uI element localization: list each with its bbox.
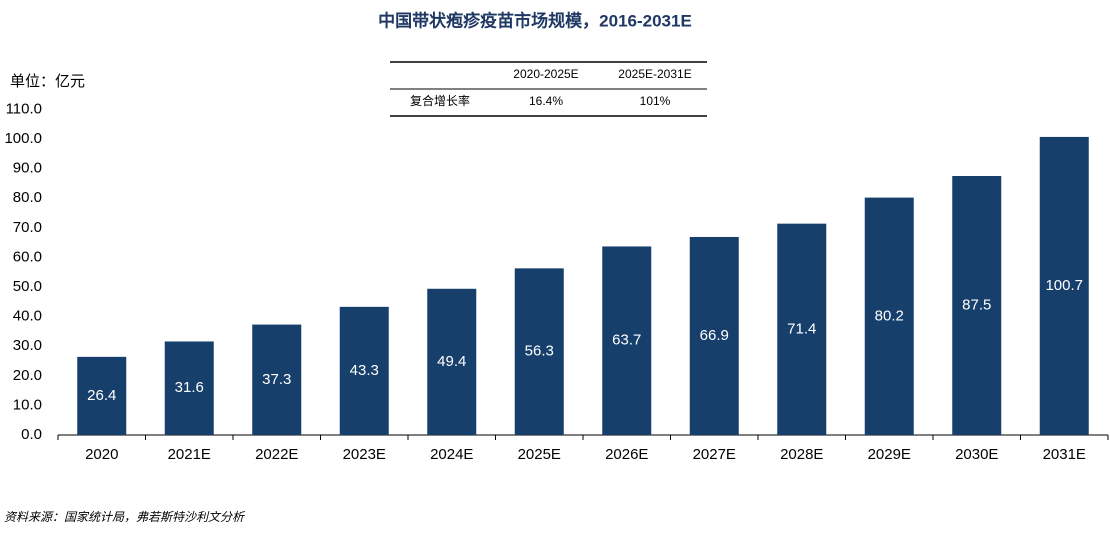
y-tick-label: 0.0 [21,426,42,443]
table-cell: 101% [640,94,671,108]
x-tick-label: 2021E [168,446,211,463]
y-tick-label: 30.0 [13,337,42,354]
y-tick-label: 20.0 [13,367,42,384]
y-tick-label: 100.0 [4,130,42,147]
x-tick-label: 2026E [605,446,648,463]
data-label: 100.7 [1045,277,1083,294]
bar [252,324,302,435]
x-tick-label: 2020 [85,446,118,463]
bar [777,223,827,435]
x-tick-label: 2028E [780,446,823,463]
x-tick-label: 2029E [868,446,911,463]
table-cell: 16.4% [529,94,563,108]
y-tick-label: 60.0 [13,248,42,265]
bar [77,356,127,435]
data-label: 80.2 [875,307,904,324]
data-label: 87.5 [962,296,991,313]
bar [427,288,477,435]
bar [602,246,652,435]
source-note: 资料来源：国家统计局，弗若斯特沙利文分析 [4,510,246,524]
data-label: 71.4 [787,320,816,337]
y-tick-label: 90.0 [13,160,42,177]
bar [339,306,389,435]
y-tick-label: 80.0 [13,189,42,206]
bar [864,197,914,435]
y-tick-label: 110.0 [6,100,42,117]
y-tick-label: 40.0 [13,308,42,325]
x-tick-label: 2025E [518,446,561,463]
bar [952,176,1002,435]
data-label: 49.4 [437,353,466,370]
data-label: 63.7 [612,332,641,349]
bar [514,268,564,435]
chart-title: 中国带状疱疹疫苗市场规模，2016-2031E [378,10,692,30]
data-label: 26.4 [87,387,116,404]
unit-label: 单位：亿元 [10,73,85,90]
y-tick-label: 50.0 [13,278,42,295]
bar [689,236,739,435]
table-header: 2025E-2031E [618,67,691,81]
bar [1039,136,1089,436]
y-tick-label: 10.0 [13,396,42,413]
data-label: 31.6 [175,379,204,396]
x-tick-label: 2031E [1043,446,1086,463]
x-tick-label: 2023E [343,446,386,463]
x-tick-label: 2024E [430,446,473,463]
x-tick-label: 2030E [955,446,998,463]
x-tick-label: 2022E [255,446,298,463]
data-label: 66.9 [700,327,729,344]
data-label: 43.3 [350,362,379,379]
table-row-label: 复合增长率 [410,93,470,108]
bar [164,341,214,435]
data-label: 56.3 [525,343,554,360]
data-label: 37.3 [262,371,291,388]
y-tick-label: 70.0 [13,219,42,236]
table-header: 2020-2025E [513,67,578,81]
x-tick-label: 2027E [693,446,736,463]
